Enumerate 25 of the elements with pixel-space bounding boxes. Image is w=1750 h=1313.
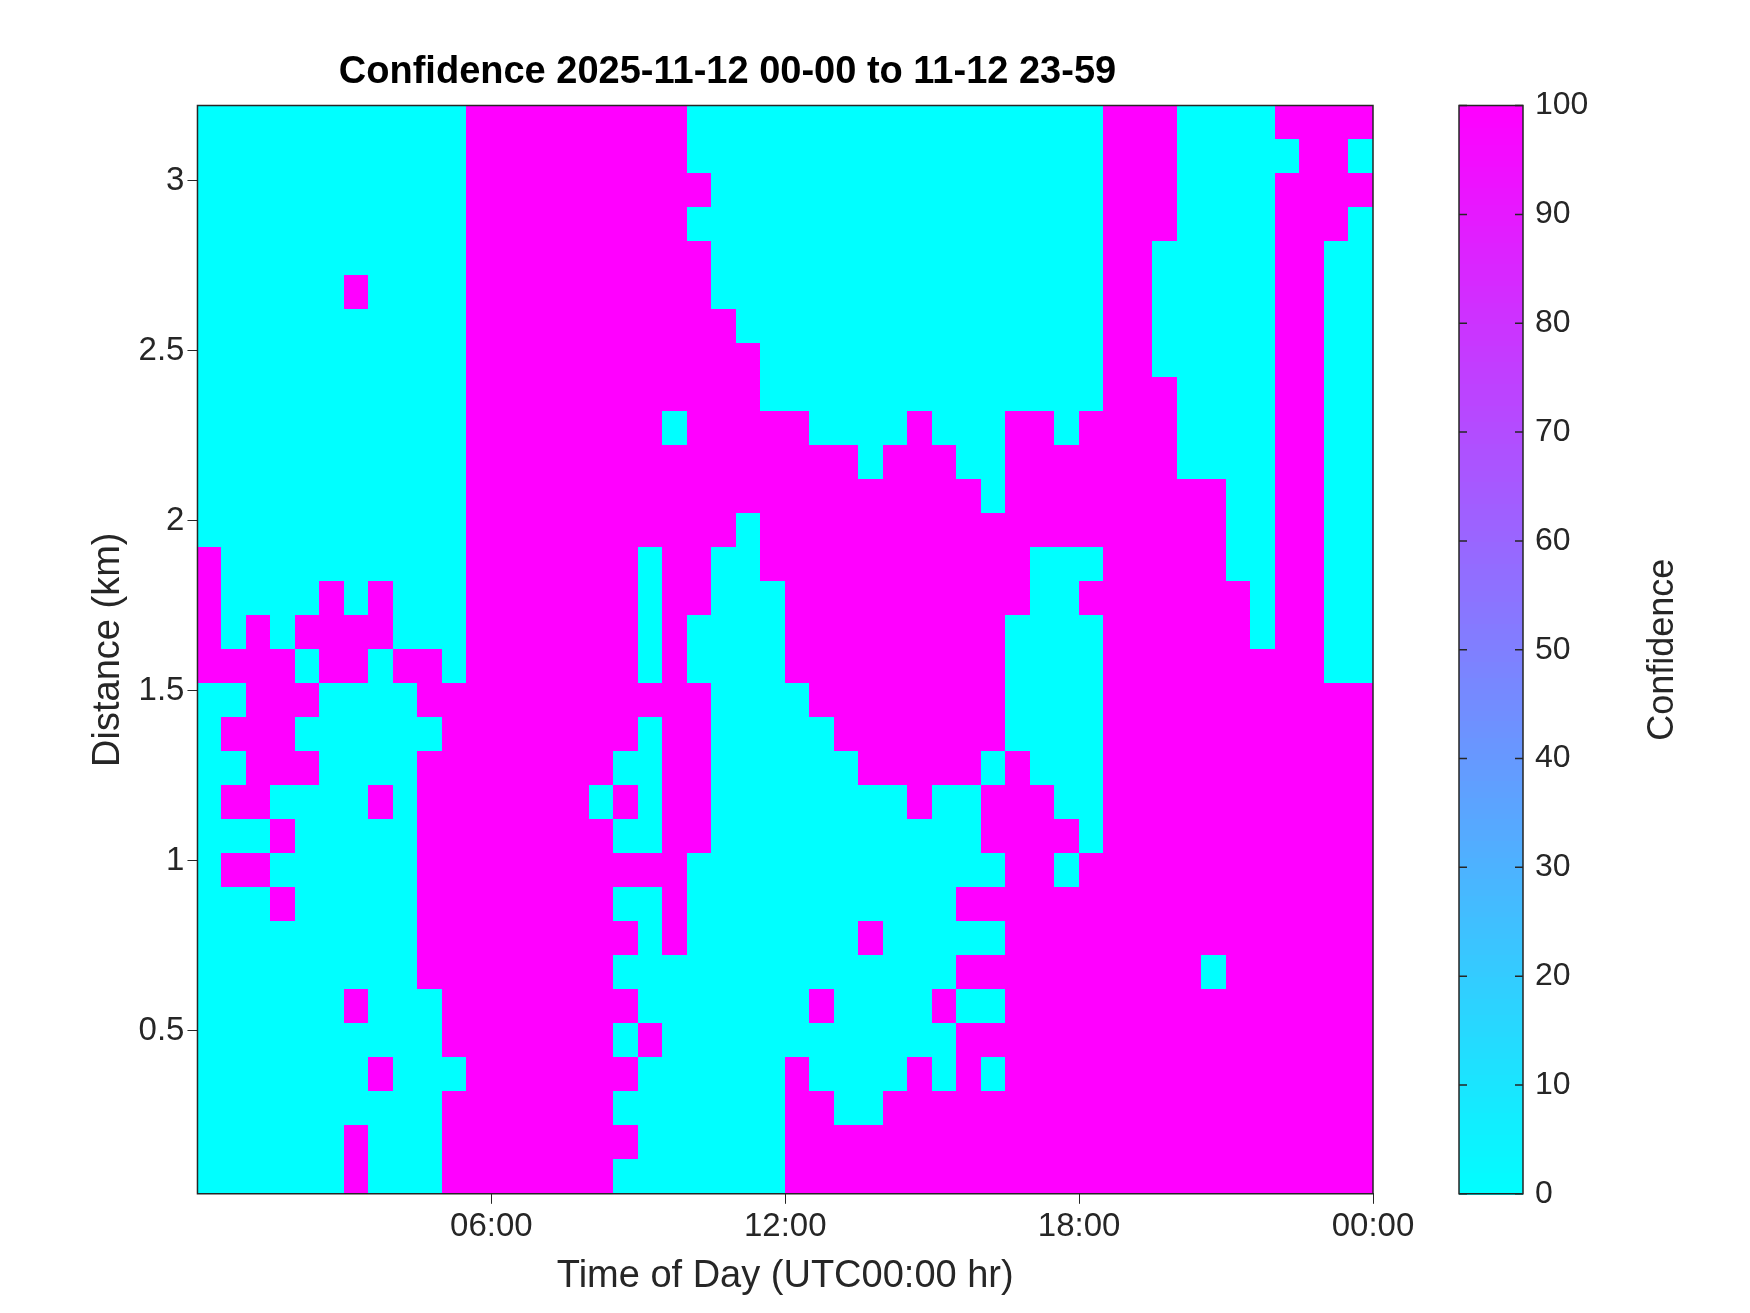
color-bar-label: 90 [1535,194,1571,231]
color-bar-label: 30 [1535,847,1571,884]
y-tick-label: 1.5 [138,669,185,707]
x-tick-label: 18:00 [1037,1205,1121,1243]
color-bar-label: 50 [1535,629,1571,666]
chart-title: Confidence 2025-11-12 00-00 to 11-12 23-59 [338,49,1117,92]
y-axis-title: Distance (km) [85,532,128,767]
x-axis-title: Time of Day (UTC00:00 hr) [556,1252,1014,1295]
color-bar-label: 60 [1535,520,1571,557]
color-bar-label: 0 [1535,1173,1553,1210]
y-tick-label: 2.5 [138,329,185,367]
color-bar-label: 20 [1535,955,1571,992]
color-bar-title: Confidence [1639,558,1681,741]
color-bar-label: 80 [1535,303,1571,340]
y-tick-label: 3 [166,159,185,197]
y-tick-label: 0.5 [138,1009,185,1047]
color-bar-label: 100 [1535,85,1589,122]
y-tick-label: 1 [166,839,185,877]
y-tick-label: 2 [166,499,185,537]
color-bar-label: 40 [1535,738,1571,775]
color-bar-label: 10 [1535,1064,1571,1101]
color-bar-label: 70 [1535,411,1571,448]
x-tick-label: 00:00 [1331,1205,1415,1243]
x-tick-label: 06:00 [450,1205,533,1243]
x-tick-label: 12:00 [743,1205,827,1243]
